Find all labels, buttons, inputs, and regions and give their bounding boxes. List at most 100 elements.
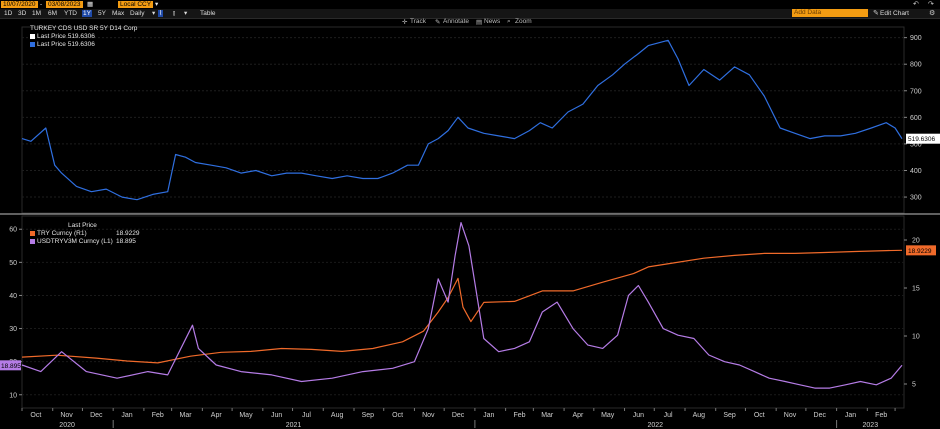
crosshair-icon[interactable]: ✛ [402,19,408,26]
period-1d[interactable]: 1D [4,10,13,17]
chart-tools: ✛ Track ✎ Annotate ▤ News ⌕ Zoom [0,18,940,26]
right-y-tick-label: 20 [912,238,920,245]
period-3d[interactable]: 3D [18,10,27,17]
news-button[interactable]: News [484,18,501,25]
add-data-input[interactable]: Add Data [792,9,868,17]
legend-label: USDTRYV3M Curncy (L1) [37,238,113,245]
x-month-label: Feb [513,412,525,419]
y-tick-label: 700 [910,88,922,95]
x-month-label: Nov [784,412,797,419]
top-panel-frame [21,26,905,214]
edit-chart-button[interactable]: Edit Chart [880,10,909,17]
zoom-icon[interactable]: ⌕ [507,18,511,25]
x-month-label: Dec [452,412,465,419]
try-line [21,249,903,364]
x-month-label: Jun [633,412,644,419]
x-month-label: Dec [90,412,103,419]
y-tick-label: 500 [910,141,922,148]
x-month-label: Jun [271,412,282,419]
legend-item: Last Price 519.6306 [30,41,137,49]
annotate-button[interactable]: Annotate [443,18,470,25]
y-tick-label: 400 [910,168,922,175]
left-y-tick-label: 50 [9,260,17,267]
date-separator: - [40,1,43,8]
end-date-field[interactable]: 03/08/2023 [46,1,83,8]
news-icon[interactable]: ▤ [476,19,483,26]
period-1y[interactable]: 1Y [82,10,92,17]
period-1m[interactable]: 1M [32,10,42,17]
gear-icon[interactable]: ⚙ [929,10,936,17]
cds-line [21,39,903,201]
bottom-panel-frame [21,215,905,409]
last-value-label: 519.6306 [908,136,935,143]
legend-label: TRY Curncy (R1) [37,230,87,237]
zoom-button[interactable]: Zoom [515,18,532,25]
x-month-label: May [601,412,615,419]
y-tick-label: 800 [910,62,922,69]
right-y-tick-label: 10 [912,334,920,341]
pencil-icon[interactable]: ✎ [873,10,879,17]
chevron-down-icon[interactable]: ▾ [152,10,156,17]
legend-swatch-white [30,33,35,39]
period-6m[interactable]: 6M [48,10,58,17]
y-tick-label: 300 [910,195,922,202]
right-y-tick-label: 15 [912,286,920,293]
last-value-tag [906,133,940,144]
period-max[interactable]: Max [112,10,125,17]
x-year-label: 2023 [863,422,879,429]
undo-icon[interactable]: ↶ [913,1,919,8]
left-last-value-label: 18.895 [1,363,21,370]
period-bar: 1D 3D 1M 6M YTD 1Y 5Y Max Daily ▾ ⌇ ⫾ ▾ … [0,9,940,19]
legend-value: 18.9229 [116,230,140,237]
legend-swatch-orange [30,230,35,236]
line-chart-type-icon[interactable]: ⌇ [158,10,164,17]
legend-value: 18.895 [116,238,136,245]
x-month-label: Apr [573,412,585,419]
x-month-label: Oct [392,412,403,419]
period-5y[interactable]: 5Y [98,10,106,17]
legend-swatch-blue [30,41,35,47]
x-month-label: Jan [483,412,494,419]
table-button[interactable]: Table [200,10,216,17]
x-month-label: Aug [693,412,706,419]
currency-field[interactable]: Local CCY [118,1,154,8]
x-month-label: Nov [422,412,435,419]
legend-item: Last Price 519.6306 [30,33,137,41]
x-year-label: 2021 [286,422,302,429]
x-month-label: Jan [845,412,856,419]
frequency-select[interactable]: Daily [130,10,145,17]
x-month-label: Mar [541,412,554,419]
x-month-label: May [239,412,253,419]
right-last-value-tag [906,245,936,256]
x-month-label: Jan [121,412,132,419]
left-y-tick-label: 40 [9,293,17,300]
x-month-label: Nov [60,412,73,419]
annotate-icon[interactable]: ✎ [435,19,441,26]
left-last-value-tag [0,360,21,371]
chevron-down-icon[interactable]: ▾ [184,10,188,17]
chart-type-icon[interactable]: ⫾ [173,10,176,17]
x-month-label: Sep [362,412,375,419]
x-month-label: Aug [331,412,344,419]
x-month-label: Feb [875,412,887,419]
legend-label: Last Price 519.6306 [37,41,95,48]
x-month-label: Oct [30,412,41,419]
chevron-down-icon[interactable]: ▾ [155,1,159,8]
left-y-tick-label: 10 [9,392,17,399]
period-ytd[interactable]: YTD [64,10,77,17]
x-month-label: Dec [814,412,827,419]
x-month-label: Feb [152,412,164,419]
calendar-icon[interactable]: ▦ [87,1,94,8]
track-button[interactable]: Track [410,18,427,25]
y-tick-label: 600 [910,115,922,122]
left-y-tick-label: 60 [9,227,17,234]
legend-header: Last Price [68,222,97,229]
redo-icon[interactable]: ↷ [928,1,934,8]
legend-item: USDTRYV3M Curncy (L1) 18.895 [30,238,150,246]
start-date-field[interactable]: 10/07/2020 [1,1,38,8]
legend-swatch-purple [30,238,35,244]
x-month-label: Jul [302,412,311,419]
x-month-label: Sep [723,412,736,419]
top-toolbar: 10/07/2020 - 03/08/2023 ▦ Local CCY ▾ [0,0,940,9]
usdtryv3m-line [21,222,903,389]
